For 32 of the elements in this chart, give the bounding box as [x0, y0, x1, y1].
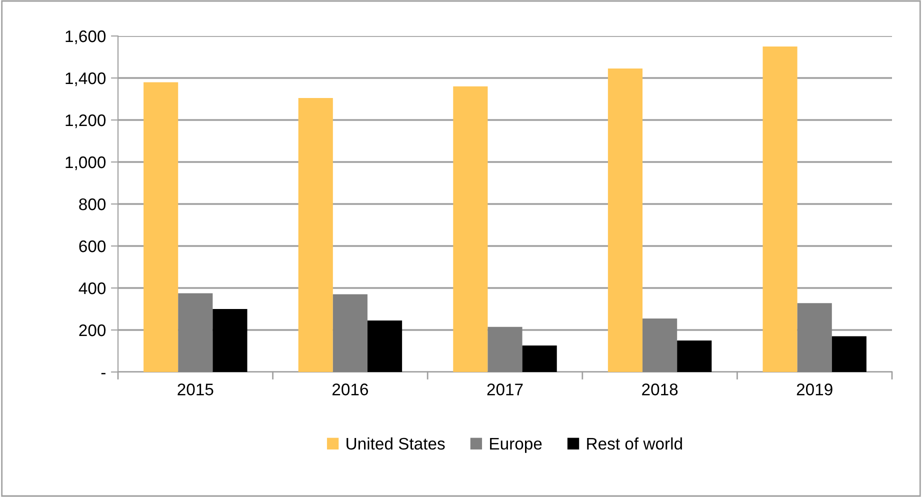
- y-tick-label: -: [101, 372, 106, 374]
- bar: [677, 340, 712, 372]
- bar: [212, 309, 248, 372]
- bar: [332, 294, 368, 372]
- bar: [298, 98, 333, 372]
- legend-label: Rest of world: [587, 437, 682, 450]
- bar: [367, 320, 402, 372]
- bar: [488, 326, 522, 372]
- y-tick-label: 600: [79, 240, 106, 252]
- bar: [608, 68, 643, 372]
- bar: [832, 336, 866, 372]
- y-tick-label: 800: [79, 198, 106, 210]
- bar: [144, 82, 178, 372]
- x-tick-label: 2017: [487, 384, 523, 396]
- bar: [797, 303, 832, 372]
- bar: [453, 86, 488, 372]
- bar: [762, 46, 798, 372]
- y-tick-label: 400: [78, 282, 106, 294]
- bar: [642, 318, 678, 372]
- legend-label: United States: [346, 437, 445, 450]
- x-tick-label: 2019: [796, 384, 832, 396]
- x-tick-label: 2018: [642, 384, 678, 396]
- bar: [522, 346, 557, 372]
- y-tick-label: 1,000: [66, 156, 106, 170]
- y-tick-label: 200: [79, 324, 106, 336]
- y-tick-label: 1,400: [66, 72, 106, 86]
- y-tick-label: 1,200: [66, 114, 106, 128]
- x-tick-label: 2015: [178, 384, 214, 396]
- legend-label: Europe: [490, 438, 542, 453]
- y-tick-label: 1,600: [66, 30, 106, 44]
- bar: [178, 293, 213, 372]
- x-tick-label: 2016: [332, 384, 368, 396]
